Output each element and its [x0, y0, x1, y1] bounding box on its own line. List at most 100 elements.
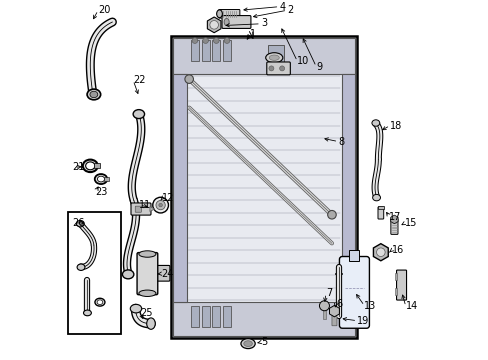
FancyBboxPatch shape: [131, 203, 151, 215]
FancyBboxPatch shape: [266, 62, 290, 75]
Text: 20: 20: [98, 5, 110, 15]
Text: 4: 4: [279, 2, 285, 12]
Ellipse shape: [269, 55, 279, 60]
Text: 10: 10: [297, 56, 309, 66]
FancyBboxPatch shape: [396, 270, 406, 300]
Circle shape: [376, 248, 385, 257]
Text: 2: 2: [287, 5, 293, 15]
Text: 14: 14: [405, 301, 417, 311]
FancyBboxPatch shape: [390, 219, 397, 234]
Text: 7: 7: [325, 288, 331, 298]
Ellipse shape: [372, 194, 380, 201]
Bar: [212, 40, 220, 61]
Ellipse shape: [139, 251, 156, 257]
Bar: [212, 306, 220, 327]
Ellipse shape: [90, 91, 98, 98]
Text: 5: 5: [261, 337, 266, 347]
Bar: [377, 206, 383, 210]
Circle shape: [224, 38, 229, 44]
Text: 11: 11: [139, 200, 151, 210]
Text: 6: 6: [335, 299, 341, 309]
Circle shape: [152, 197, 168, 213]
Bar: [171, 36, 356, 338]
Bar: [94, 163, 100, 168]
Bar: [348, 251, 359, 261]
Circle shape: [184, 75, 193, 84]
Ellipse shape: [216, 10, 222, 18]
Bar: [267, 45, 284, 65]
Text: 17: 17: [388, 212, 401, 221]
Ellipse shape: [241, 339, 255, 348]
Ellipse shape: [97, 176, 104, 182]
Bar: [201, 40, 209, 61]
Circle shape: [192, 38, 197, 44]
FancyBboxPatch shape: [151, 265, 169, 281]
Bar: [341, 74, 354, 302]
FancyBboxPatch shape: [222, 15, 250, 28]
Ellipse shape: [76, 220, 84, 227]
Ellipse shape: [77, 264, 85, 270]
Text: 8: 8: [337, 136, 344, 147]
Text: 24: 24: [162, 269, 174, 279]
FancyBboxPatch shape: [339, 257, 368, 328]
Text: 13: 13: [364, 301, 376, 311]
Text: 3: 3: [261, 18, 267, 28]
Ellipse shape: [97, 300, 102, 305]
Text: 22: 22: [133, 75, 145, 85]
Bar: [394, 273, 396, 280]
FancyBboxPatch shape: [218, 9, 240, 18]
Circle shape: [268, 66, 273, 71]
Ellipse shape: [139, 290, 156, 297]
Ellipse shape: [371, 120, 379, 126]
Text: 12: 12: [162, 193, 174, 203]
Circle shape: [327, 211, 336, 219]
Polygon shape: [150, 207, 154, 212]
Ellipse shape: [133, 110, 144, 118]
Bar: [68, 212, 121, 334]
Ellipse shape: [224, 18, 229, 26]
Bar: [173, 74, 186, 302]
Ellipse shape: [87, 89, 101, 100]
Bar: [173, 38, 354, 74]
Text: 23: 23: [95, 186, 107, 197]
Ellipse shape: [146, 318, 155, 329]
Text: 19: 19: [357, 316, 369, 326]
Text: 26: 26: [72, 218, 84, 228]
Bar: [323, 310, 325, 319]
Ellipse shape: [95, 174, 107, 184]
Circle shape: [156, 201, 165, 210]
Bar: [191, 306, 199, 327]
Ellipse shape: [122, 270, 134, 279]
Bar: [191, 40, 199, 61]
Circle shape: [203, 38, 208, 44]
Ellipse shape: [265, 53, 282, 63]
Bar: [173, 302, 354, 336]
Circle shape: [209, 21, 218, 29]
Text: 15: 15: [404, 218, 417, 228]
Bar: [223, 40, 230, 61]
Circle shape: [213, 38, 219, 44]
Ellipse shape: [83, 310, 91, 316]
FancyBboxPatch shape: [377, 207, 383, 219]
Bar: [201, 306, 209, 327]
Bar: [103, 177, 109, 181]
Ellipse shape: [244, 341, 252, 346]
Text: 18: 18: [389, 121, 402, 131]
FancyBboxPatch shape: [137, 253, 158, 295]
Ellipse shape: [95, 298, 105, 306]
Text: 21: 21: [72, 162, 84, 172]
Text: 25: 25: [140, 308, 152, 318]
Bar: [394, 288, 396, 295]
Ellipse shape: [130, 304, 142, 313]
Text: 9: 9: [315, 62, 322, 72]
Bar: [223, 306, 230, 327]
FancyBboxPatch shape: [135, 206, 141, 212]
Ellipse shape: [82, 159, 98, 172]
Text: 16: 16: [391, 246, 403, 256]
Circle shape: [159, 203, 162, 207]
Text: 1: 1: [249, 30, 255, 40]
Circle shape: [319, 301, 329, 311]
Circle shape: [279, 66, 284, 71]
FancyBboxPatch shape: [331, 314, 336, 326]
Ellipse shape: [85, 162, 95, 170]
